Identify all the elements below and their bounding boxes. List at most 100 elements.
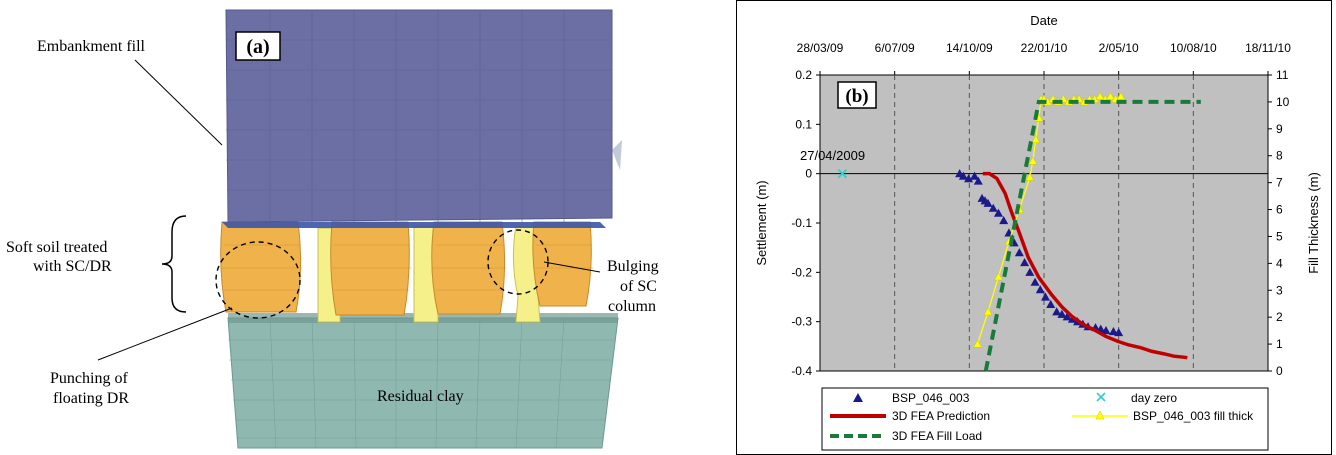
- right-tick-label: 2: [1276, 310, 1283, 324]
- series-point-bsp-046-003: [1108, 327, 1118, 336]
- label-soft-soil-line2: with SC/DR: [33, 258, 112, 275]
- axis-layer: 28/03/09 6/07/09 14/10/09 22/01/10 2/05/10 10…: [791, 41, 1291, 378]
- right-tick-label: 1: [1276, 337, 1283, 351]
- sc-column-4: [532, 221, 592, 307]
- leader-embankment: [134, 59, 223, 146]
- left-tick-label: 0.1: [795, 117, 812, 131]
- series-point-bsp-046-003-fill-thick: [994, 272, 1003, 281]
- leader-bulging: [543, 261, 601, 273]
- series-point-bsp-046-003-fill-thick: [1116, 92, 1126, 100]
- left-axis-title: Settlement (m): [754, 180, 769, 265]
- leader-punching: [97, 307, 233, 361]
- right-tick-label: 7: [1276, 176, 1283, 190]
- series-point-bsp-046-003: [1057, 309, 1067, 318]
- right-tick-label: 10: [1276, 95, 1290, 109]
- series-point-bsp-046-003: [964, 174, 974, 183]
- series-point-bsp-046-003: [1040, 292, 1050, 301]
- residual-clay-block: [227, 313, 619, 449]
- legend-marker-dayzero: [1096, 392, 1106, 402]
- panel-b-settlement-chart: 28/03/09 6/07/09 14/10/09 22/01/10 2/05/10 10…: [736, 0, 1332, 455]
- legend-label-fea-prediction: 3D FEA Prediction: [892, 409, 990, 423]
- series-point-bsp-046-003: [970, 171, 980, 180]
- left-tick-label: 0: [805, 167, 812, 181]
- series-point-bsp-046-003: [958, 171, 968, 180]
- series-line-3d-fea-fill-load: [983, 99, 1201, 372]
- right-tick-label: 8: [1276, 149, 1283, 163]
- top-tick-label: 18/11/10: [1245, 41, 1291, 55]
- series-point-bsp-046-003: [1030, 277, 1040, 286]
- series-point-bsp-046-003: [988, 203, 998, 212]
- series-point-bsp-046-003: [973, 176, 983, 185]
- right-tick-label: 3: [1276, 283, 1283, 297]
- legend-item-fill-thick: BSP_046_003 fill thick: [1072, 409, 1254, 423]
- top-tick-label: 14/10/09: [946, 41, 993, 55]
- series-point-bsp-046-003: [1035, 285, 1045, 294]
- circle-punching: [215, 241, 301, 319]
- right-tick-label: 4: [1276, 256, 1283, 270]
- legend-item-dayzero: day zero: [1096, 391, 1177, 405]
- left-tick-label: -0.1: [791, 216, 812, 230]
- sc-column-1: [220, 221, 302, 313]
- label-embankment-fill: Embankment fill: [37, 38, 146, 55]
- series-point-bsp-046-003: [1101, 326, 1111, 335]
- sc-column-2: [330, 221, 410, 316]
- panel-a-tag: (a): [235, 31, 281, 61]
- legend-marker-fill-thick: [1095, 410, 1105, 420]
- right-tick-label: 6: [1276, 203, 1283, 217]
- columns-group: [220, 221, 606, 323]
- top-tick-label: 22/01/10: [1021, 41, 1068, 55]
- right-axis-title: Fill Thickness (m): [1306, 172, 1321, 274]
- series-point-bsp-046-003: [1114, 328, 1124, 337]
- legend-item-fea-prediction: 3D FEA Prediction: [830, 409, 990, 423]
- series-point-bsp-046-003: [1052, 307, 1062, 316]
- right-tick-label: 11: [1276, 68, 1289, 82]
- panel-a-tag-text: (a): [246, 36, 269, 58]
- legend-marker-bsp: [853, 393, 863, 402]
- legend-item-fill-load: 3D FEA Fill Load: [830, 429, 982, 443]
- series-point-bsp-046-003-fill-thick: [1106, 92, 1115, 100]
- left-tick-label: 0.2: [795, 68, 812, 82]
- legend-label-bsp: BSP_046_003: [892, 391, 970, 405]
- label-soft-soil-line1: Soft soil treated: [6, 239, 107, 256]
- brace-soft-soil: [161, 215, 187, 313]
- label-punching-line1: Punching of: [50, 370, 128, 387]
- series-layer: [837, 92, 1201, 372]
- embankment-fill-block: [225, 9, 622, 223]
- series-point-bsp-046-003-fill-thick: [1025, 172, 1035, 181]
- top-axis-title: Date: [1030, 13, 1057, 28]
- right-tick-label: 9: [1276, 122, 1283, 136]
- label-bulging-line1: Bulging: [607, 258, 659, 275]
- top-tick-label: 2/05/10: [1099, 41, 1139, 55]
- legend: BSP_046_003 day zero 3D FEA Prediction B…: [821, 387, 1269, 451]
- legend-label-fill-load: 3D FEA Fill Load: [892, 429, 982, 443]
- series-point-bsp-046-003: [1025, 267, 1035, 276]
- label-punching-line2: floating DR: [53, 390, 129, 407]
- series-point-bsp-046-003: [1020, 257, 1030, 267]
- series-point-day-zero: [837, 169, 848, 179]
- series-point-bsp-046-003: [983, 198, 993, 207]
- series-point-bsp-046-003: [993, 208, 1003, 217]
- series-point-bsp-046-003-fill-thick: [1028, 156, 1038, 165]
- series-point-bsp-046-003: [1062, 312, 1072, 321]
- series-point-bsp-046-003-fill-thick: [973, 339, 982, 348]
- series-point-bsp-046-003-fill-thick: [983, 307, 993, 316]
- series-point-bsp-046-003: [1014, 248, 1024, 257]
- series-point-bsp-046-003-fill-thick: [1095, 92, 1105, 100]
- panel-b-tag: (b): [837, 81, 877, 109]
- label-residual-clay: Residual clay: [377, 388, 464, 405]
- right-tick-label: 0: [1276, 364, 1283, 378]
- top-tick-label: 6/07/09: [875, 41, 915, 55]
- panel-b-tag-text: (b): [845, 86, 868, 107]
- day-zero-annotation: 27/04/2009: [800, 148, 865, 163]
- top-tick-label: 28/03/09: [797, 41, 844, 55]
- series-line-3d-fea-prediction: [982, 171, 1188, 360]
- legend-item-bsp: BSP_046_003: [853, 391, 970, 405]
- series-point-bsp-046-003-fill-thick: [1031, 135, 1041, 144]
- label-bulging-line2: of SC: [620, 278, 657, 295]
- left-tick-label: -0.3: [791, 315, 812, 329]
- legend-label-dayzero: day zero: [1131, 391, 1177, 405]
- top-tick-label: 10/08/10: [1170, 41, 1217, 55]
- series-point-bsp-046-003: [999, 216, 1009, 225]
- left-tick-label: -0.2: [791, 265, 812, 279]
- legend-label-fill-thick: BSP_046_003 fill thick: [1133, 409, 1254, 423]
